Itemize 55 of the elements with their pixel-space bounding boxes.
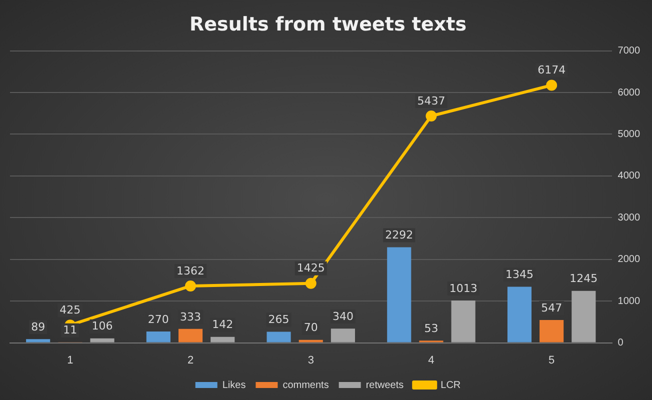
legend-label: retweets [366, 380, 404, 391]
legend-label: LCR [440, 380, 461, 391]
data-label: 89 [31, 320, 46, 334]
data-label: 1013 [449, 282, 478, 295]
bar [507, 286, 532, 342]
legend-label: Likes [222, 380, 246, 391]
point [426, 110, 437, 122]
data-label: 2292 [385, 228, 414, 242]
y-tick-label: 2000 [618, 254, 640, 266]
data-label: 5437 [417, 94, 446, 108]
data-label: 340 [332, 310, 354, 323]
y-tick-label: 4000 [618, 170, 640, 182]
y-tick-label: 1000 [618, 296, 640, 307]
y-tick-label: 3000 [618, 212, 640, 224]
data-label: 53 [424, 322, 438, 335]
data-label: 333 [180, 310, 202, 324]
bar [178, 328, 203, 342]
y-tick-label: 0 [618, 338, 624, 349]
y-tick-label: 7000 [618, 46, 640, 57]
bar [266, 332, 291, 342]
data-label: 6174 [538, 64, 566, 77]
x-tick-label: 5 [548, 354, 555, 366]
bar [572, 290, 596, 342]
data-label: 425 [60, 303, 81, 316]
x-tick-label: 1 [67, 354, 74, 366]
y-tick-label: 6000 [618, 87, 640, 98]
bar [330, 328, 356, 342]
bar [210, 336, 235, 342]
x-tick-label: 2 [187, 354, 194, 366]
bar [90, 338, 114, 342]
data-label: 106 [92, 320, 113, 333]
bar [540, 320, 564, 342]
bar [451, 300, 476, 342]
point [305, 278, 316, 289]
data-label: 142 [212, 318, 234, 332]
data-label: 1362 [176, 264, 205, 278]
x-tick-label: 4 [428, 354, 434, 366]
data-label: 1345 [505, 268, 534, 282]
data-label: 70 [304, 321, 318, 334]
x-tick-label: 3 [308, 354, 314, 366]
data-label: 11 [63, 324, 78, 337]
point [185, 280, 196, 292]
point [546, 80, 558, 91]
bar [26, 339, 50, 342]
legend-label: comments [282, 380, 329, 391]
data-label: 270 [148, 312, 169, 326]
data-label: 1425 [296, 262, 325, 275]
bar [387, 247, 412, 342]
chart-title: Results from tweets texts [189, 13, 467, 36]
bar [298, 340, 323, 342]
data-label: 547 [541, 301, 562, 314]
y-tick-label: 5000 [618, 128, 640, 140]
data-label: 1245 [570, 272, 598, 286]
data-label: 265 [268, 313, 290, 326]
bar [146, 332, 170, 342]
